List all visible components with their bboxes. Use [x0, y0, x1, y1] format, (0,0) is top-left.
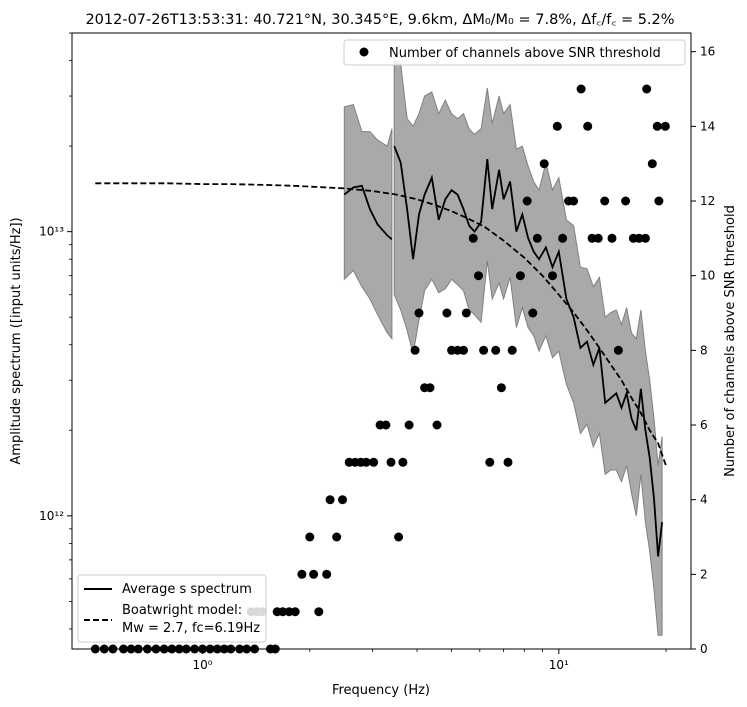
spectrum-uncertainty-band	[343, 59, 663, 636]
channel-count-point	[576, 84, 586, 94]
y-right-tick-label: 12	[700, 194, 715, 208]
channel-count-point	[305, 532, 315, 542]
channel-count-point	[290, 607, 300, 617]
channel-count-point	[528, 308, 538, 318]
legend-bottom: Average s spectrum Boatwright model: Mw …	[77, 574, 267, 643]
channel-count-point	[569, 196, 579, 206]
channel-count-point	[660, 121, 670, 131]
legend-average-label: Average s spectrum	[122, 582, 252, 597]
channel-count-point	[507, 345, 517, 355]
channel-count-point	[309, 569, 319, 579]
channel-count-point	[552, 121, 562, 131]
y-right-tick-label: 8	[700, 343, 708, 357]
channel-count-point	[361, 457, 371, 467]
channel-count-point	[503, 457, 513, 467]
channel-count-point	[640, 233, 650, 243]
y-left-tick-label: 10¹³	[39, 225, 64, 239]
channel-count-point	[532, 233, 542, 243]
average-spectrum-line-0	[343, 184, 393, 240]
x-axis-label: Frequency (Hz)	[332, 683, 430, 698]
channel-count-point	[613, 345, 623, 355]
y-right-tick-label: 0	[700, 642, 708, 656]
y-right-tick-label: 10	[700, 269, 715, 283]
x-tick-label: 10¹	[549, 658, 569, 672]
legend-model-label-1: Boatwright model:	[122, 603, 242, 618]
channel-count-point	[278, 607, 288, 617]
channel-count-point	[410, 345, 420, 355]
channel-count-point	[398, 457, 408, 467]
channel-count-point	[652, 121, 662, 131]
channel-count-point	[485, 457, 495, 467]
channel-count-point	[332, 532, 342, 542]
boatwright-model-line	[95, 182, 667, 467]
channel-count-point	[381, 420, 391, 430]
legend-model-label-2: Mw = 2.7, fc=6.19Hz	[122, 621, 260, 636]
channel-count-point	[642, 84, 652, 94]
legend-top: Number of channels above SNR threshold	[343, 39, 686, 66]
y-right-tick-label: 6	[700, 418, 708, 432]
channel-count-point	[593, 233, 603, 243]
channel-count-point	[634, 233, 644, 243]
y-axis-left-label: Amplitude spectrum ([input units/Hz])	[9, 217, 24, 464]
channel-count-point	[442, 308, 452, 318]
channel-count-point	[548, 271, 557, 281]
legend-top-box	[343, 39, 686, 66]
y-right-tick-label: 2	[700, 567, 708, 581]
channel-count-point	[539, 159, 549, 169]
y-right-tick-label: 14	[700, 119, 715, 133]
channel-count-point	[404, 420, 414, 430]
channel-count-point	[432, 420, 442, 430]
spectrum-lines	[95, 145, 667, 557]
channel-count-point	[414, 308, 424, 318]
channel-count-point	[607, 233, 617, 243]
channel-count-point	[583, 121, 593, 131]
channel-count-point	[369, 457, 379, 467]
x-tick-label: 10⁰	[193, 658, 213, 672]
channel-count-point	[468, 233, 478, 243]
channel-count-point	[386, 457, 396, 467]
channel-count-point	[314, 607, 324, 617]
channel-count-point	[647, 159, 657, 169]
average-spectrum-line-1	[393, 145, 663, 557]
channel-count-point	[491, 345, 501, 355]
chart-title: 2012-07-26T13:53:31: 40.721°N, 30.345°E,…	[85, 12, 674, 28]
y-axis-right: 0 2 4 6 8 10 12 14 16	[691, 45, 715, 656]
channel-count-point	[338, 495, 347, 505]
y-axis-right-label: Number of channels above SNR threshold	[723, 205, 738, 477]
plot-frame	[71, 32, 692, 650]
channel-count-point	[621, 196, 631, 206]
channel-count-point	[600, 196, 610, 206]
channel-count-point	[496, 383, 506, 393]
legend-bottom-box	[77, 574, 267, 643]
channel-count-point	[515, 271, 525, 281]
y-right-tick-label: 16	[700, 45, 715, 59]
legend-dot-marker	[359, 47, 369, 57]
channel-count-point	[325, 495, 335, 505]
channel-count-point	[394, 532, 404, 542]
channel-count-point	[322, 569, 332, 579]
channel-count-point	[474, 271, 483, 281]
y-axis-left: 10¹² 10¹³	[39, 32, 72, 630]
legend-top-label: Number of channels above SNR threshold	[389, 46, 661, 61]
channel-count-point	[654, 196, 664, 206]
channel-count-point	[297, 569, 307, 579]
y-left-tick-label: 10¹²	[39, 509, 64, 523]
channel-count-point	[522, 196, 532, 206]
channel-count-points	[90, 84, 670, 654]
channel-count-point	[558, 233, 568, 243]
spectrum-band-0	[343, 104, 393, 341]
channel-count-point	[459, 345, 468, 355]
y-right-tick-label: 4	[700, 493, 708, 507]
channel-count-point	[479, 345, 489, 355]
channel-count-point	[425, 383, 435, 393]
channel-count-point	[461, 308, 471, 318]
x-axis: 10⁰ 10¹	[94, 649, 667, 672]
